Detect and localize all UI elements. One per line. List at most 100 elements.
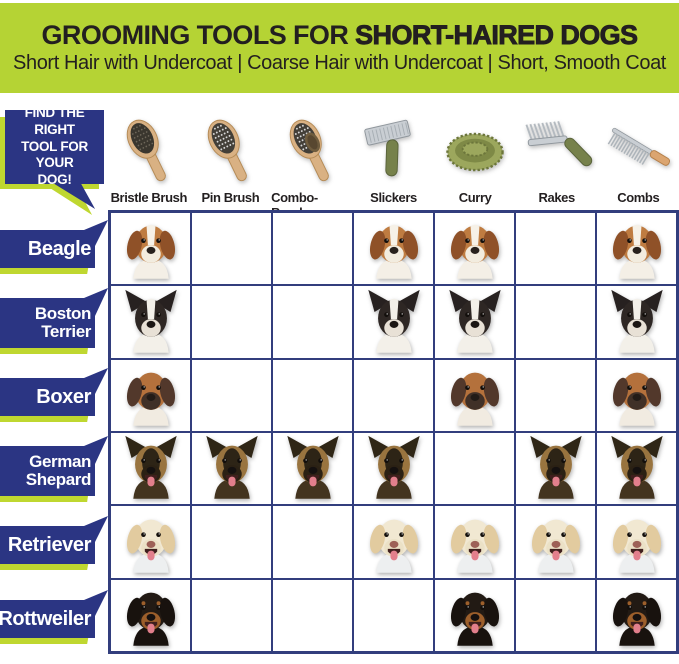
tool-label: Curry: [458, 190, 492, 205]
tool-column-rakes: Rakes: [516, 100, 598, 208]
tool-label: Rakes: [538, 190, 576, 205]
rake-icon: [519, 114, 595, 190]
cell-retriever-combo-brush: [272, 505, 353, 579]
tool-column-pin-brush: Pin Brush: [190, 100, 272, 208]
boxer-head-image: [606, 360, 668, 431]
tool-column-combs: Combs: [597, 100, 679, 208]
cell-rottweiler-combs: [596, 578, 677, 652]
pin-brush-icon: [192, 114, 268, 190]
retriever-head-image: [525, 506, 587, 577]
cell-beagle-rakes: [515, 212, 596, 286]
tool-column-combo-brush: Combo-Brush: [271, 100, 353, 220]
cell-beagle-combo-brush: [272, 212, 353, 286]
cell-beagle-bristle-brush: [110, 212, 191, 286]
curry-brush-icon: [437, 114, 513, 190]
boston-terrier-head-image: [606, 286, 668, 357]
cell-rottweiler-slickers: [353, 578, 434, 652]
combo-brush-icon: [274, 114, 350, 190]
cell-rottweiler-curry: [434, 578, 515, 652]
cell-rottweiler-pin-brush: [191, 578, 272, 652]
tool-label: Combo-Brush: [271, 190, 318, 220]
breed-label: Boxer: [36, 385, 91, 408]
retriever-head-image: [606, 506, 668, 577]
cell-german-shepard-combs: [596, 432, 677, 506]
cell-boxer-slickers: [353, 358, 434, 432]
beagle-head-image: [120, 213, 182, 284]
breed-ribbon-beagle: Beagle: [0, 220, 108, 274]
breed-label: Rottweiler: [0, 607, 91, 630]
retriever-head-image: [120, 506, 182, 577]
cell-german-shepard-rakes: [515, 432, 596, 506]
slicker-brush-icon: [356, 114, 432, 190]
tool-column-slickers: Slickers: [353, 100, 435, 208]
retriever-head-image: [363, 506, 425, 577]
cell-boxer-curry: [434, 358, 515, 432]
breed-ribbon-boxer: Boxer: [0, 368, 108, 422]
cell-retriever-slickers: [353, 505, 434, 579]
bristle-brush-icon: [111, 114, 187, 190]
cell-german-shepard-combo-brush: [272, 432, 353, 506]
cell-boston-terrier-combo-brush: [272, 285, 353, 359]
german-shepard-head-image: [606, 433, 668, 504]
breed-ribbon-german-shepard: German Shepard: [0, 436, 108, 502]
cell-boston-terrier-rakes: [515, 285, 596, 359]
page-title: GROOMING TOOLS FOR SHORT-HAIRED DOGS: [42, 19, 639, 50]
breed-ribbon-retriever: Retriever: [0, 516, 108, 570]
tool-header-row: Bristle Brush Pin Brush Combo-Brush Slic…: [108, 100, 679, 220]
cell-retriever-curry: [434, 505, 515, 579]
cell-german-shepard-bristle-brush: [110, 432, 191, 506]
breed-ribbon-rottweiler: Rottweiler: [0, 590, 108, 644]
cell-boston-terrier-slickers: [353, 285, 434, 359]
cell-boston-terrier-pin-brush: [191, 285, 272, 359]
beagle-head-image: [444, 213, 506, 284]
cell-rottweiler-combo-brush: [272, 578, 353, 652]
cell-german-shepard-curry: [434, 432, 515, 506]
beagle-head-image: [606, 213, 668, 284]
page-title-bold: SHORT-HAIRED DOGS: [355, 19, 639, 50]
cell-german-shepard-pin-brush: [191, 432, 272, 506]
tool-label: Bristle Brush: [110, 190, 188, 205]
cell-boxer-rakes: [515, 358, 596, 432]
beagle-head-image: [363, 213, 425, 284]
rottweiler-head-image: [606, 580, 668, 651]
breed-ribbon-boston-terrier: Boston Terrier: [0, 288, 108, 354]
breed-label: Retriever: [7, 533, 92, 556]
tool-label: Slickers: [370, 190, 417, 205]
cell-beagle-slickers: [353, 212, 434, 286]
retriever-head-image: [444, 506, 506, 577]
boston-terrier-head-image: [444, 286, 506, 357]
ribbon-banner: [0, 288, 108, 348]
cell-boxer-combo-brush: [272, 358, 353, 432]
ribbon-banner: [0, 436, 108, 496]
boston-terrier-head-image: [120, 286, 182, 357]
cell-rottweiler-rakes: [515, 578, 596, 652]
cell-boxer-combs: [596, 358, 677, 432]
callout-text: FIND THE RIGHT TOOL FOR YOUR DOG!: [21, 104, 88, 188]
cell-retriever-bristle-brush: [110, 505, 191, 579]
german-shepard-head-image: [363, 433, 425, 504]
header-banner: GROOMING TOOLS FOR SHORT-HAIRED DOGS Sho…: [0, 3, 679, 93]
cell-retriever-rakes: [515, 505, 596, 579]
breed-label: Boston Terrier: [34, 303, 92, 341]
cell-beagle-pin-brush: [191, 212, 272, 286]
cell-boston-terrier-bristle-brush: [110, 285, 191, 359]
tool-column-bristle-brush: Bristle Brush: [108, 100, 190, 208]
breed-label: Beagle: [27, 237, 92, 260]
cell-beagle-curry: [434, 212, 515, 286]
boston-terrier-head-image: [363, 286, 425, 357]
rottweiler-head-image: [444, 580, 506, 651]
boxer-head-image: [444, 360, 506, 431]
cell-boxer-pin-brush: [191, 358, 272, 432]
cell-boston-terrier-combs: [596, 285, 677, 359]
cell-retriever-pin-brush: [191, 505, 272, 579]
cell-boxer-bristle-brush: [110, 358, 191, 432]
cell-german-shepard-slickers: [353, 432, 434, 506]
tool-label: Combs: [617, 190, 660, 205]
german-shepard-head-image: [120, 433, 182, 504]
german-shepard-head-image: [282, 433, 344, 504]
german-shepard-head-image: [201, 433, 263, 504]
cell-rottweiler-bristle-brush: [110, 578, 191, 652]
german-shepard-head-image: [525, 433, 587, 504]
breed-label: German Shepard: [25, 451, 92, 489]
page-subtitle: Short Hair with Undercoat | Coarse Hair …: [13, 52, 666, 75]
